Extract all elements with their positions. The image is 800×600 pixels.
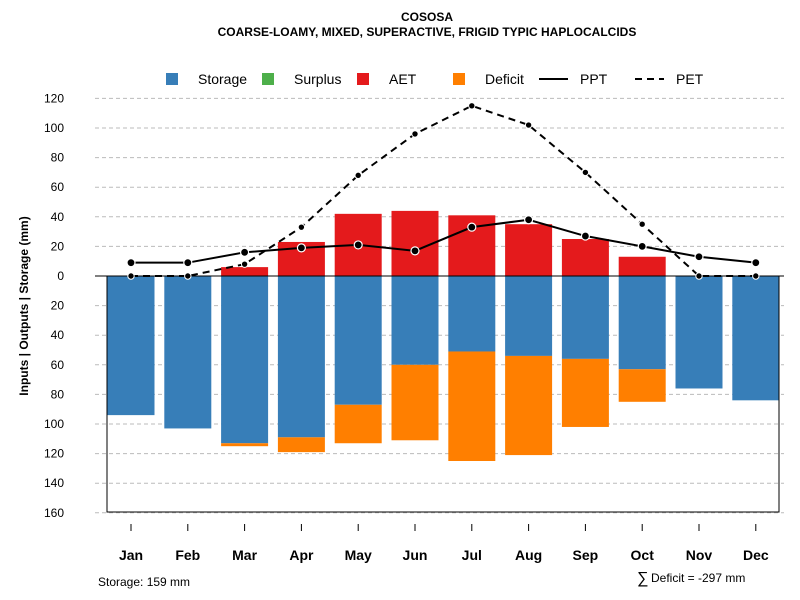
deficit-legend-label: Deficit xyxy=(485,71,524,87)
y-tick-label: 20 xyxy=(51,299,65,313)
pet-point xyxy=(127,272,135,280)
x-axis: Jan Feb Mar Apr May Jun Jul Aug Sep Oct Nov Dec xyxy=(119,524,769,563)
pet-point xyxy=(695,272,703,280)
storage-bar-jan xyxy=(107,276,155,416)
x-tick-label-mar: Mar xyxy=(232,547,257,563)
x-tick-label-oct: Oct xyxy=(631,547,655,563)
y-tick-label: 0 xyxy=(57,269,64,283)
y-tick-label: 60 xyxy=(51,358,65,372)
storage-bar-nov xyxy=(675,276,723,389)
pet-point xyxy=(297,223,306,231)
bars xyxy=(107,210,780,461)
sigma-icon: ∑ xyxy=(637,570,648,587)
ppt-point xyxy=(296,243,306,253)
ppt-point xyxy=(467,222,477,232)
deficit-legend-swatch xyxy=(453,73,465,85)
y-tick-label: 120 xyxy=(44,447,64,461)
aet-bar-aug xyxy=(505,224,553,276)
y-tick-label: 40 xyxy=(51,210,65,224)
y-tick-label: 140 xyxy=(44,476,64,490)
ppt-legend-label: PPT xyxy=(580,71,608,87)
y-tick-label: 120 xyxy=(44,91,64,105)
legend: Storage Surplus AET Deficit PPT PET xyxy=(166,71,704,87)
pet-point xyxy=(752,272,760,280)
storage-bar-sep xyxy=(561,276,609,359)
x-tick-label-sep: Sep xyxy=(573,547,599,563)
x-tick-label-jun: Jun xyxy=(403,547,428,563)
deficit-note: Deficit = -297 mm xyxy=(651,571,745,585)
aet-bar-oct xyxy=(618,256,666,276)
pet-legend-label: PET xyxy=(676,71,704,87)
pet-point xyxy=(240,260,249,268)
y-tick-label: 100 xyxy=(44,417,64,431)
ppt-line xyxy=(131,218,756,264)
storage-bar-jul xyxy=(448,276,496,352)
y-tick-label: 80 xyxy=(51,151,65,165)
storage-legend-swatch xyxy=(166,73,178,85)
storage-bar-feb xyxy=(164,276,212,429)
pet-point xyxy=(638,220,646,228)
aet-legend-swatch xyxy=(357,73,369,85)
storage-bar-jun xyxy=(391,276,439,365)
deficit-bar-may xyxy=(334,404,382,444)
storage-bar-apr xyxy=(277,276,325,438)
x-tick-label-nov: Nov xyxy=(686,547,713,563)
deficit-bar-jul xyxy=(448,351,496,461)
surplus-legend-label: Surplus xyxy=(294,71,341,87)
deficit-bar-jun xyxy=(391,364,439,441)
deficit-bar-sep xyxy=(561,358,609,427)
ppt-point xyxy=(240,247,250,257)
x-tick-label-apr: Apr xyxy=(289,547,314,563)
storage-bar-may xyxy=(334,276,382,405)
surplus-legend-swatch xyxy=(262,73,274,85)
ppt-point xyxy=(751,258,761,268)
y-tick-label: 160 xyxy=(44,506,64,520)
ppt-point xyxy=(353,240,363,250)
y-tick-label: 60 xyxy=(51,180,65,194)
y-tick-label: 40 xyxy=(51,328,65,342)
x-tick-label-jan: Jan xyxy=(119,547,143,563)
y-axis-label: Inputs | Outputs | Storage (mm) xyxy=(17,216,31,395)
pet-point xyxy=(581,168,590,177)
aet-legend-label: AET xyxy=(389,71,417,87)
ppt-point xyxy=(126,258,136,268)
y-axis: 0 20 40 60 80 100 120 20 40 60 80 100 120 140 160 xyxy=(44,91,64,519)
deficit-bar-mar xyxy=(221,443,269,447)
deficit-bar-oct xyxy=(618,369,666,402)
storage-note: Storage: 159 mm xyxy=(98,575,190,589)
x-tick-label-aug: Aug xyxy=(515,547,542,563)
storage-bar-aug xyxy=(505,276,553,356)
x-tick-label-jul: Jul xyxy=(462,547,482,563)
ppt-point xyxy=(410,246,420,256)
storage-legend-label: Storage xyxy=(198,71,247,87)
ppt-point xyxy=(637,241,647,251)
pet-line xyxy=(131,104,756,277)
pet-point xyxy=(524,121,533,129)
ppt-point xyxy=(183,258,193,268)
aet-bar-mar xyxy=(221,267,269,276)
storage-bar-mar xyxy=(221,276,269,444)
storage-bar-dec xyxy=(732,276,780,401)
aet-bar-sep xyxy=(561,239,609,276)
chart-title: COSOSA xyxy=(401,10,453,24)
ppt-point xyxy=(694,252,704,262)
ppt-point xyxy=(523,215,534,225)
y-tick-label: 20 xyxy=(51,239,65,253)
x-tick-label-may: May xyxy=(345,547,372,563)
x-tick-label-dec: Dec xyxy=(743,547,769,563)
series-lines xyxy=(126,102,761,280)
deficit-bar-aug xyxy=(505,355,553,456)
pet-point xyxy=(411,130,419,138)
pet-point xyxy=(184,272,192,280)
storage-bar-oct xyxy=(618,276,666,370)
y-tick-label: 80 xyxy=(51,387,65,401)
chart-subtitle: COARSE-LOAMY, MIXED, SUPERACTIVE, FRIGID… xyxy=(218,25,637,39)
pet-point xyxy=(468,102,476,110)
y-tick-label: 100 xyxy=(44,121,64,135)
deficit-bar-apr xyxy=(277,437,325,453)
x-tick-label-feb: Feb xyxy=(175,547,200,563)
pet-point xyxy=(354,171,362,180)
ppt-point xyxy=(580,231,591,241)
